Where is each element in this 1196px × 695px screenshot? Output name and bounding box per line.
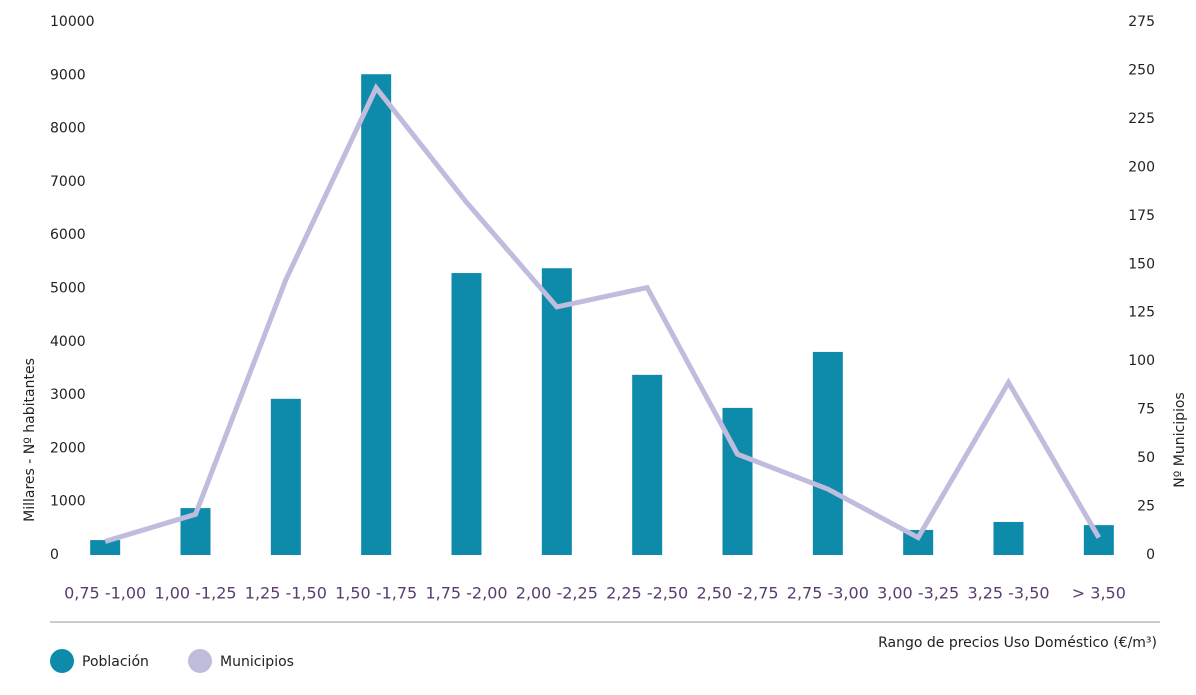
x-tick-label: 1,25 -1,50 xyxy=(245,584,327,603)
x-tick-label: 3,25 -3,50 xyxy=(967,584,1049,603)
bar xyxy=(632,374,663,555)
x-tick-label: 1,75 -2,00 xyxy=(425,584,507,603)
y-tick-label: 2000 xyxy=(50,440,86,456)
y2-tick-label: 175 xyxy=(1128,208,1155,224)
y2-tick-label: 225 xyxy=(1128,111,1155,127)
y-tick-label: 0 xyxy=(50,547,59,563)
line xyxy=(104,83,1101,544)
y-tick-label: 9000 xyxy=(50,67,86,83)
x-tick-label: > 3,50 xyxy=(1072,584,1126,603)
y-tick-label: 1000 xyxy=(50,494,86,510)
bar xyxy=(812,351,843,555)
x-axis-title: Rango de precios Uso Doméstico (€/m³) xyxy=(878,635,1157,651)
legend-marker xyxy=(188,649,212,673)
y2-tick-label: 50 xyxy=(1137,450,1155,466)
x-tick-label: 0,75 -1,00 xyxy=(64,584,146,603)
y2-tick-label: 25 xyxy=(1137,499,1155,515)
bar xyxy=(90,540,121,555)
y-tick-label: 7000 xyxy=(50,174,86,190)
bar xyxy=(1083,525,1114,555)
x-tick-label: 2,25 -2,50 xyxy=(606,584,688,603)
bar xyxy=(361,74,392,555)
y-tick-label: 3000 xyxy=(50,387,86,403)
x-tick-label: 1,00 -1,25 xyxy=(154,584,236,603)
y2-tick-label: 0 xyxy=(1146,547,1155,563)
bar xyxy=(993,521,1024,555)
bar xyxy=(541,268,572,555)
y2-tick-label: 250 xyxy=(1128,62,1155,78)
y2-axis-title: Nº Municipios xyxy=(1172,392,1188,487)
y-tick-label: 8000 xyxy=(50,121,86,137)
legend-marker xyxy=(50,649,74,673)
y2-tick-label: 125 xyxy=(1128,305,1155,321)
bar xyxy=(270,398,301,555)
x-tick-label: 2,00 -2,25 xyxy=(516,584,598,603)
y2-tick-label: 200 xyxy=(1128,159,1155,175)
y-axis-title: Millares - Nº habitantes xyxy=(22,358,38,522)
y-tick-label: 10000 xyxy=(50,14,95,30)
x-tick-label: 1,50 -1,75 xyxy=(335,584,417,603)
y2-tick-label: 275 xyxy=(1128,14,1155,30)
y-tick-label: 4000 xyxy=(50,334,86,350)
y2-tick-label: 100 xyxy=(1128,353,1155,369)
x-tick-label: 2,50 -2,75 xyxy=(696,584,778,603)
y-tick-label: 5000 xyxy=(50,281,86,297)
bar xyxy=(451,273,482,555)
legend-label: Municipios xyxy=(220,654,294,670)
x-tick-label: 2,75 -3,00 xyxy=(787,584,869,603)
x-tick-label: 3,00 -3,25 xyxy=(877,584,959,603)
legend-label: Población xyxy=(82,654,149,670)
y2-tick-label: 150 xyxy=(1128,256,1155,272)
y-tick-label: 6000 xyxy=(50,227,86,243)
y2-tick-label: 75 xyxy=(1137,402,1155,418)
